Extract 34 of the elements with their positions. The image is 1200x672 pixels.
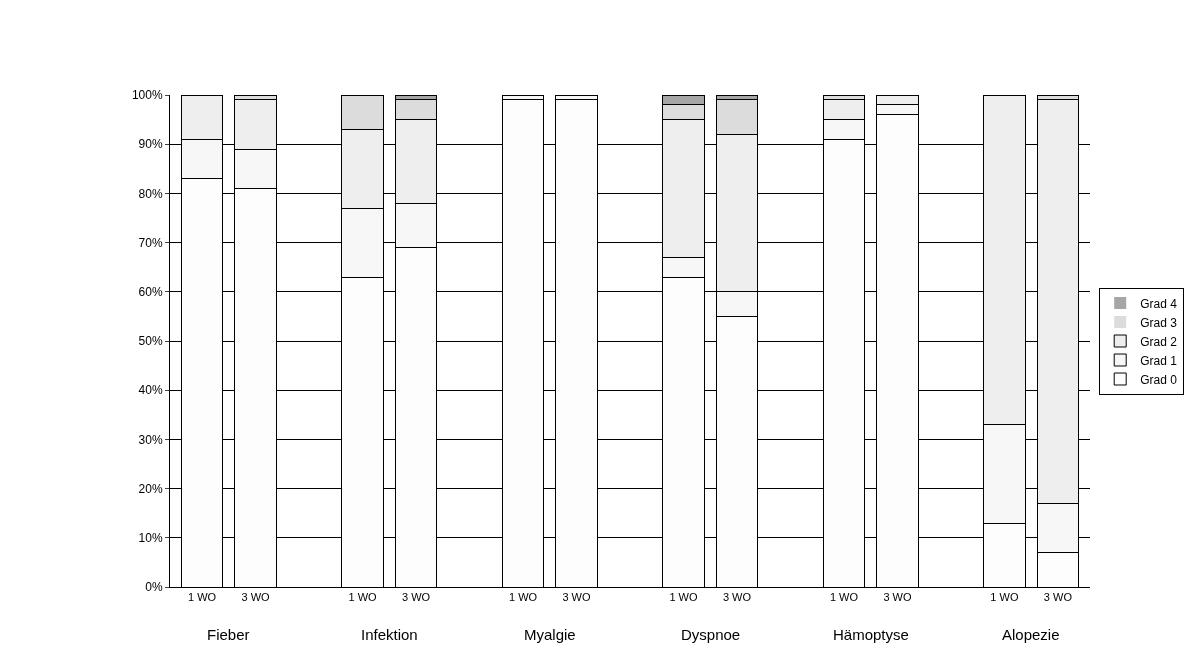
x-tick-label: 1 WO [348, 591, 378, 604]
x-tick-label: 3 WO [562, 591, 591, 604]
x-tick-label: 3 WO [1043, 591, 1073, 604]
text: Dyspnoe [681, 626, 741, 643]
y-tick-label: 20% [138, 481, 163, 496]
y-tick-label: 70% [138, 235, 163, 250]
x-tick-label: 1 WO [669, 591, 698, 604]
text: Fieber [207, 626, 250, 643]
y-tick-label: 40% [138, 383, 163, 398]
legend-label: Grad 0 [1140, 372, 1178, 387]
y-tick-label: 60% [138, 285, 163, 299]
text: Myalgie [524, 626, 576, 643]
x-tick-label: 3 WO [401, 591, 431, 604]
y-tick-label: 50% [138, 334, 163, 349]
x-tick-label: 1 WO [990, 591, 1019, 604]
text: Infektion [361, 626, 418, 643]
legend-label: Grad 2 [1140, 334, 1178, 349]
x-tick-label: 1 WO [188, 591, 217, 604]
x-tick-label: 3 WO [241, 591, 271, 604]
text: Alopezie [1002, 626, 1060, 643]
legend-label: Grad 1 [1140, 353, 1178, 368]
y-tick-label: 0% [145, 580, 163, 595]
y-tick-label: 90% [138, 137, 163, 152]
text: Hämoptyse [833, 626, 909, 643]
x-tick-label: 1 WO [829, 591, 859, 604]
y-tick-label: 30% [138, 432, 163, 447]
x-tick-label: 3 WO [722, 591, 752, 604]
x-tick-label: 3 WO [883, 591, 912, 604]
y-tick-label: 100% [131, 88, 163, 103]
legend-label: Grad 3 [1140, 315, 1178, 330]
y-tick-label: 10% [138, 531, 163, 545]
legend-label: Grad 4 [1140, 296, 1178, 311]
x-tick-label: 1 WO [508, 591, 538, 604]
y-tick-label: 80% [138, 186, 163, 201]
